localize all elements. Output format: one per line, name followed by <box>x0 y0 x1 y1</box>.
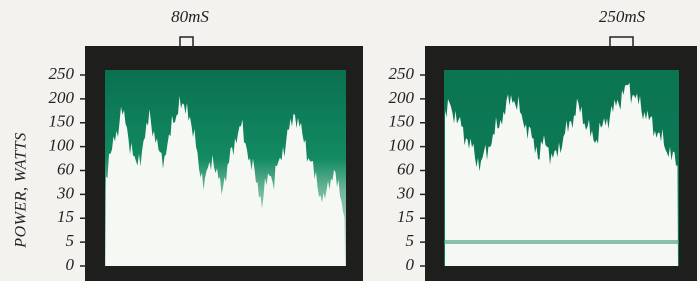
scale-label: 15 <box>57 207 74 226</box>
scale-label: 100 <box>389 136 415 155</box>
scale-label: 5 <box>406 231 415 250</box>
scale-label: 0 <box>66 255 75 274</box>
trace-line <box>444 240 679 244</box>
axis-label: POWER, WATTS <box>13 132 30 248</box>
scale-label: 150 <box>49 112 75 131</box>
timing-marker: 80mS <box>171 7 209 26</box>
scale-label: 5 <box>66 231 75 250</box>
scale-label: 150 <box>389 112 415 131</box>
scale-label: 250 <box>389 64 415 83</box>
figure: POWER, WATTS 80mS 250mS 2502001501006030… <box>0 0 700 281</box>
scale-label: 200 <box>389 88 415 107</box>
scale-label: 200 <box>49 88 75 107</box>
scale-label: 60 <box>57 159 75 178</box>
timing-marker: 250mS <box>599 7 646 26</box>
scale-label: 60 <box>397 159 415 178</box>
scale-label: 15 <box>397 207 414 226</box>
panel: 80mS <box>85 7 363 281</box>
scale-label: 30 <box>396 183 415 202</box>
scale-label: 100 <box>49 136 75 155</box>
scale-label: 250 <box>49 64 75 83</box>
scale-label: 30 <box>56 183 75 202</box>
panel: 250mS <box>425 7 697 281</box>
scale-label: 0 <box>406 255 415 274</box>
